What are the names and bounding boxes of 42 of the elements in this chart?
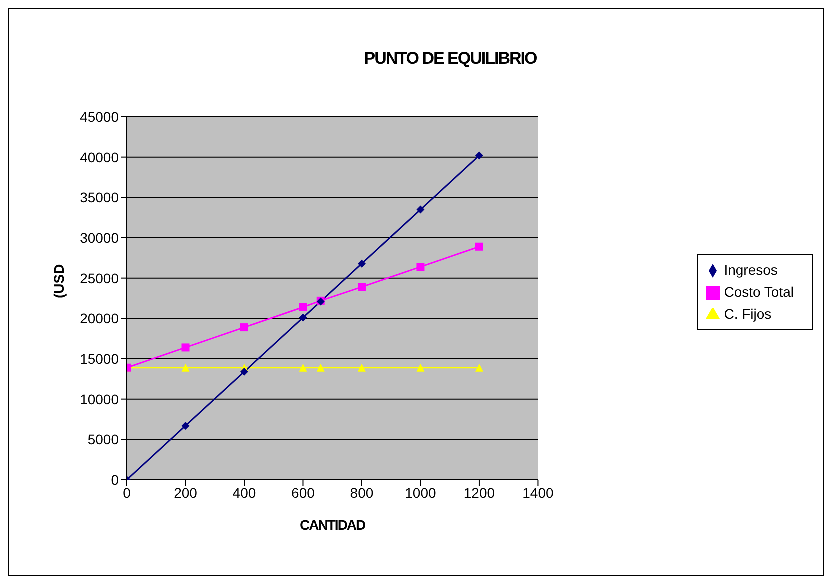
x-tick-label: 0 bbox=[123, 484, 132, 501]
legend-label: C. Fijos bbox=[724, 306, 772, 322]
point bbox=[475, 242, 484, 251]
point bbox=[475, 364, 484, 372]
point bbox=[299, 314, 308, 322]
y-tick-label: 5000 bbox=[88, 432, 120, 448]
point bbox=[416, 364, 425, 372]
x-tick-label: 1400 bbox=[522, 484, 554, 501]
x-tick-label: 800 bbox=[350, 484, 374, 501]
y-axis-title: (USD bbox=[50, 264, 67, 298]
y-tick-label: 25000 bbox=[80, 270, 120, 286]
point bbox=[182, 344, 190, 352]
x-tick-label: 1000 bbox=[405, 484, 437, 501]
y-tick-label: 45000 bbox=[80, 108, 120, 125]
y-tick-label: 10000 bbox=[80, 391, 120, 408]
x-tick-label: 400 bbox=[232, 484, 256, 501]
point bbox=[182, 422, 190, 430]
legend-label: Costo Total bbox=[724, 284, 794, 300]
x-tick-label: 1200 bbox=[464, 484, 496, 501]
y-tick-label: 0 bbox=[111, 472, 120, 488]
point bbox=[358, 283, 366, 292]
point bbox=[358, 260, 366, 268]
y-tick-label: 20000 bbox=[80, 310, 120, 327]
point bbox=[358, 364, 366, 372]
point bbox=[299, 364, 308, 372]
point bbox=[182, 364, 190, 372]
point bbox=[416, 263, 425, 272]
y-tick-label: 30000 bbox=[80, 230, 120, 246]
x-tick-label: 600 bbox=[292, 484, 316, 501]
point bbox=[416, 206, 425, 214]
chart-title: PUNTO DE EQUILIBRIO bbox=[363, 49, 538, 69]
point bbox=[240, 368, 248, 376]
point bbox=[475, 152, 484, 160]
legend-label: Ingresos bbox=[724, 262, 778, 278]
y-tick-label: 40000 bbox=[80, 149, 120, 166]
point bbox=[299, 303, 308, 312]
point bbox=[316, 364, 325, 372]
x-tick-label: 200 bbox=[174, 484, 198, 501]
x-axis-title: CANTIDAD bbox=[300, 517, 366, 533]
y-tick-label: 15000 bbox=[80, 350, 120, 367]
point bbox=[240, 324, 248, 332]
y-tick-label: 35000 bbox=[80, 190, 120, 206]
